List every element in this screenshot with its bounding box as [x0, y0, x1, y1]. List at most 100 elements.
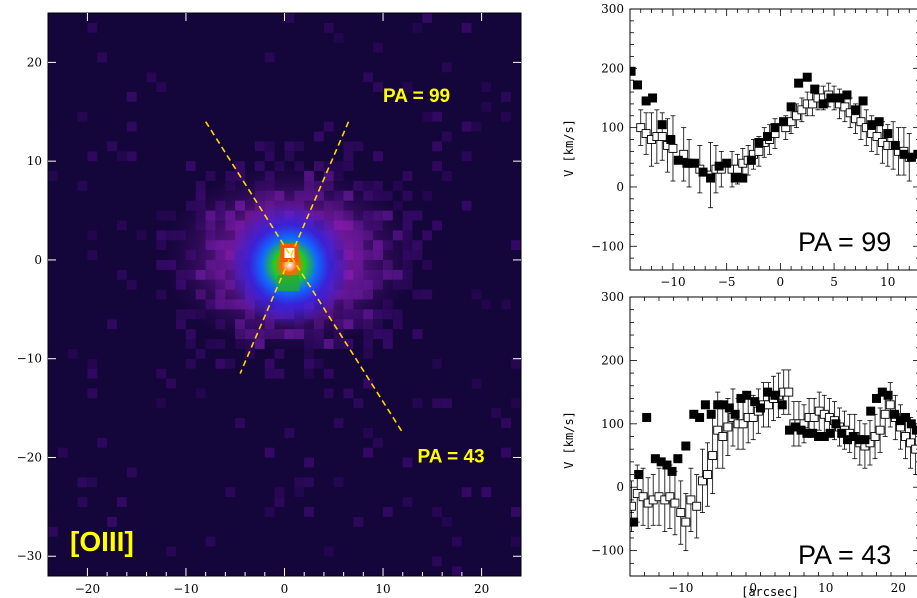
image-pixel [264, 52, 275, 63]
open-square-point [703, 470, 713, 479]
image-pixel [116, 269, 127, 280]
filled-square-point [808, 428, 818, 438]
x-tick-label: 20 [891, 581, 906, 595]
slit-labels: PA = 99 PA = 43 [383, 86, 485, 468]
open-square-point [686, 495, 696, 505]
image-pixel [373, 42, 383, 53]
image-pixel [126, 151, 137, 162]
image-pixel [511, 240, 521, 251]
image-pixel [304, 348, 314, 359]
image-pixel [116, 497, 127, 507]
filled-square-point [756, 403, 765, 413]
image-pixel [373, 329, 383, 340]
slit-lines [204, 121, 404, 434]
image-pixel [363, 447, 374, 458]
filled-square-point [698, 167, 708, 177]
y-tick-label: 100 [601, 121, 624, 135]
x-tick-label: −10 [660, 275, 685, 289]
image-pixel [284, 428, 295, 438]
image-pixel [284, 151, 295, 162]
image-pixel [166, 210, 177, 221]
image-pixel [432, 398, 443, 409]
filled-square-point [746, 155, 756, 165]
filled-square-point [906, 152, 916, 162]
image-pixel [304, 507, 314, 517]
filled-square-point [913, 149, 917, 159]
image-pixel [156, 230, 167, 241]
image-pixel [432, 141, 443, 152]
open-square-point [870, 432, 880, 441]
image-pixel [343, 141, 354, 152]
x-tick-label: −5 [718, 275, 736, 289]
open-square-point [880, 409, 890, 419]
image-pixel [481, 82, 492, 93]
filled-square-point [682, 158, 692, 168]
filled-square-point [642, 412, 652, 422]
image-pixel [373, 181, 383, 191]
filled-square-point [706, 409, 716, 419]
image-pixel [511, 507, 521, 517]
image-pixel [264, 358, 275, 369]
image-pixel [195, 348, 206, 359]
image-pixel [264, 151, 275, 162]
image-pixel [146, 72, 157, 83]
image-pixel [264, 368, 275, 379]
image-pixel [382, 507, 393, 517]
image-pixel [442, 131, 452, 142]
image-pixel [461, 487, 472, 498]
image-pixel [294, 477, 305, 488]
x-tick-label: 20 [474, 582, 489, 596]
open-square-point [638, 492, 648, 502]
image-pixel [48, 526, 58, 537]
filled-square-point [825, 428, 835, 438]
image-pixel [107, 319, 117, 330]
filled-square-point [874, 117, 884, 127]
image-pixel [461, 121, 472, 132]
open-square-point [808, 99, 818, 109]
emission-glow [159, 163, 420, 354]
filled-square-point [810, 84, 820, 94]
filled-square-point [630, 66, 636, 76]
filled-square-point [802, 428, 812, 438]
image-pixel [333, 477, 344, 488]
image-pixel [323, 161, 334, 172]
filled-square-point [750, 397, 760, 407]
x-tick-label: 0 [749, 581, 757, 595]
filled-square-point [854, 435, 864, 445]
image-pixel [511, 398, 521, 409]
x-tick-label: 0 [281, 582, 289, 596]
image-pixel [520, 42, 521, 53]
filled-square-point [794, 78, 804, 88]
plot-area [630, 66, 917, 209]
image-pixel [461, 200, 472, 211]
image-pixel [274, 487, 285, 498]
image-pixel [284, 13, 295, 23]
filled-square-point [777, 400, 787, 410]
image-pixel [116, 151, 127, 162]
y-tick-label: 10 [27, 154, 42, 168]
filled-square-point [641, 96, 651, 106]
filled-square-point [730, 173, 740, 183]
y-tick-label: 300 [601, 2, 624, 16]
image-pixel [343, 339, 354, 349]
open-square-point [718, 432, 728, 441]
y-tick-label: −10 [17, 352, 42, 366]
filled-square-point [802, 72, 812, 82]
y-tick-label: −100 [591, 544, 624, 558]
image-pixel [392, 309, 403, 320]
slit-label: PA = 43 [418, 446, 485, 467]
filled-square-point [736, 393, 746, 403]
filled-square-point [666, 135, 676, 144]
image-pixel [402, 171, 413, 181]
filled-square-point [779, 117, 789, 127]
image-pixel [520, 378, 521, 389]
image-pixel [205, 536, 216, 547]
image-pixel [205, 339, 216, 349]
image-pixel [323, 368, 334, 379]
image-pixel [461, 151, 472, 162]
slit-line [204, 121, 404, 434]
open-square-point [792, 111, 801, 121]
filled-square-point [819, 432, 829, 441]
filled-square-point [770, 123, 780, 133]
filled-square-point [763, 387, 773, 397]
